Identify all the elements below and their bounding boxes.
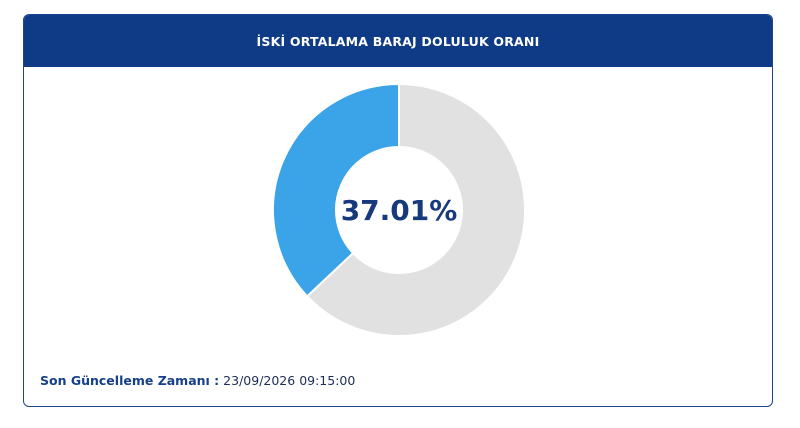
chart-title: İSKİ ORTALAMA BARAJ DOLULUK ORANI (24, 15, 772, 67)
footer-label: Son Güncelleme Zamanı : (40, 373, 220, 388)
footer-value: 23/09/2026 09:15:00 (223, 373, 356, 388)
card: İSKİ ORTALAMA BARAJ DOLULUK ORANI 37.01%… (23, 14, 773, 407)
footer: Son Güncelleme Zamanı : 23/09/2026 09:15… (40, 373, 355, 388)
chart: 37.01% (272, 82, 526, 337)
donut-segment (272, 82, 400, 298)
center-label: 37.01% (341, 194, 458, 227)
donut-segment (305, 82, 526, 337)
